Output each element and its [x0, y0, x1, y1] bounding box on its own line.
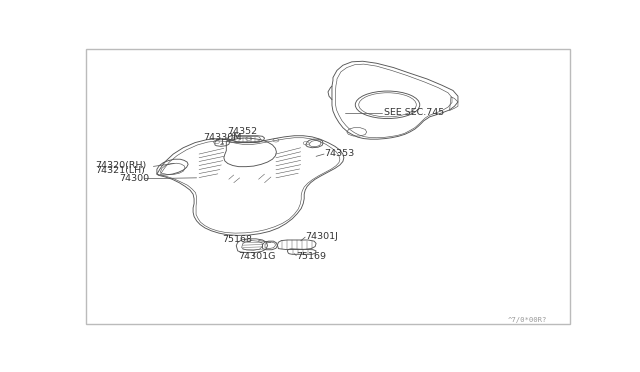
Text: 75169: 75169 — [296, 251, 326, 260]
Text: 74321(LH): 74321(LH) — [95, 166, 145, 175]
Text: 74320(RH): 74320(RH) — [95, 161, 146, 170]
Text: 75168: 75168 — [222, 235, 252, 244]
Text: SEE SEC.745: SEE SEC.745 — [383, 108, 444, 117]
Text: 74301J: 74301J — [305, 232, 338, 241]
Text: 74330M: 74330M — [203, 133, 241, 142]
Text: 74353: 74353 — [324, 149, 355, 158]
Text: ^7/0*00R?: ^7/0*00R? — [508, 317, 547, 323]
Text: 74301G: 74301G — [237, 252, 275, 261]
Text: 74300: 74300 — [120, 174, 150, 183]
Text: 74352: 74352 — [227, 127, 257, 136]
